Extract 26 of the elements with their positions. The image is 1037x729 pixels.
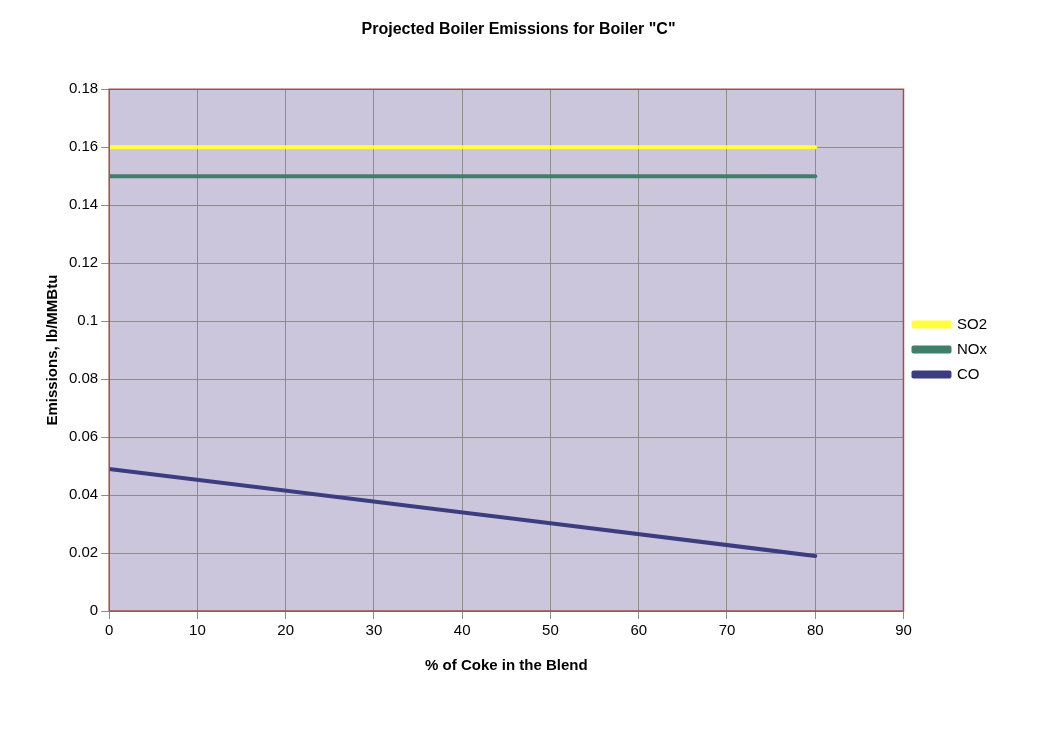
x-tick-label: 40 [453, 621, 471, 639]
legend-label: SO2 [956, 314, 987, 332]
x-tick-label: 90 [895, 621, 912, 639]
x-axis-title: % of Coke in the Blend [425, 656, 588, 674]
y-tick-label: 0.18 [68, 79, 99, 97]
y-tick-label: 0.06 [68, 427, 99, 445]
y-tick-label: 0.04 [68, 485, 99, 503]
x-tick-label: 10 [189, 621, 206, 639]
y-tick-label: 0.08 [68, 369, 99, 387]
y-tick-label: 0 [89, 601, 99, 619]
x-tick-label: 30 [365, 621, 383, 639]
x-tick-label: 20 [277, 621, 295, 639]
x-tick-label: 70 [718, 621, 736, 639]
y-tick-label: 0.12 [68, 253, 99, 271]
x-tick-label: 0 [105, 621, 114, 639]
y-tick-label: 0.1 [77, 311, 99, 329]
y-axis-title: Emissions, lb/MMBtu [43, 274, 61, 426]
y-tick-label: 0.16 [68, 137, 99, 155]
chart-title: Projected Boiler Emissions for Boiler "C" [361, 20, 676, 38]
y-tick-label: 0.02 [68, 543, 99, 561]
x-tick-label: 60 [630, 621, 648, 639]
legend-label: NOx [956, 339, 988, 357]
x-tick-label: 50 [542, 621, 559, 639]
y-tick-label: 0.14 [68, 195, 99, 213]
x-tick-label: 80 [806, 621, 824, 639]
legend-label: CO [956, 364, 980, 382]
